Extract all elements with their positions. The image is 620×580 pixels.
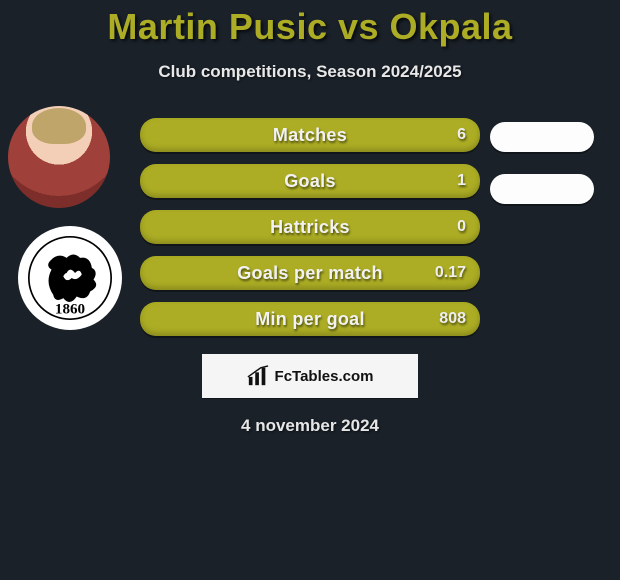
bar-chart-icon [247, 365, 269, 387]
club-badge: 1860 [18, 226, 122, 330]
watermark-text: FcTables.com [275, 368, 374, 385]
right-pill [490, 174, 594, 204]
stat-bars-right [490, 122, 594, 226]
club-badge-svg: 1860 [28, 236, 112, 320]
stat-row: Goals 1 [140, 164, 480, 198]
page-title: Martin Pusic vs Okpala [0, 6, 620, 48]
stat-value: 6 [457, 118, 466, 152]
stat-value: 0 [457, 210, 466, 244]
date-text: 4 november 2024 [0, 416, 620, 436]
player-left-avatar [8, 106, 110, 208]
stat-label: Min per goal [140, 302, 480, 336]
stat-bars-left: Matches 6 Goals 1 Hattricks 0 Goals per … [140, 118, 480, 336]
stat-row: Hattricks 0 [140, 210, 480, 244]
stat-label: Hattricks [140, 210, 480, 244]
stat-label: Matches [140, 118, 480, 152]
stat-row: Goals per match 0.17 [140, 256, 480, 290]
stat-value: 808 [439, 302, 466, 336]
stat-row: Matches 6 [140, 118, 480, 152]
stat-value: 1 [457, 164, 466, 198]
subtitle: Club competitions, Season 2024/2025 [0, 62, 620, 82]
stat-label: Goals [140, 164, 480, 198]
right-pill [490, 122, 594, 152]
watermark: FcTables.com [202, 354, 418, 398]
stat-value: 0.17 [435, 256, 466, 290]
stat-label: Goals per match [140, 256, 480, 290]
stat-row: Min per goal 808 [140, 302, 480, 336]
club-badge-year: 1860 [55, 301, 85, 317]
